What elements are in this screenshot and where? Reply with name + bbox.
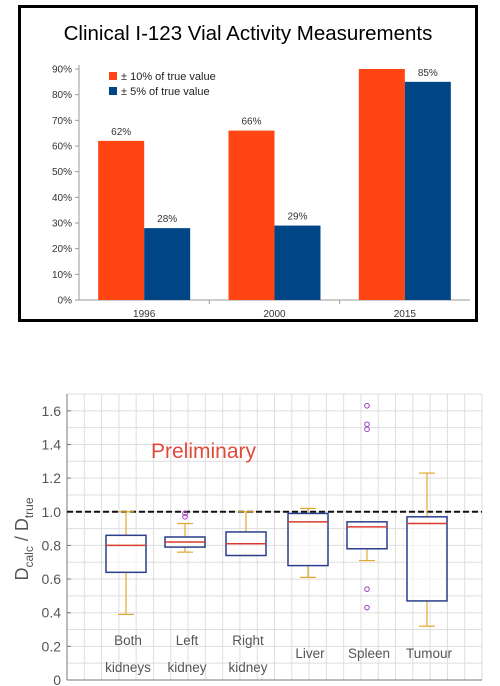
chart2-plot: 0 0.2 0.4 0.6 0.8 1.0 1.2 1.4 1.6 Dcalc / Dtrue Pr… (12, 393, 483, 686)
chart1-frame: Clinical I-123 Vial Activity Measurement… (18, 5, 478, 322)
bar-five-percent-2000 (274, 225, 321, 300)
bar-ten-percent-1996 (98, 140, 145, 300)
y-tick-label: 0% (58, 296, 73, 307)
box-both-kidneys (105, 511, 147, 615)
outlier-point (364, 586, 370, 592)
outlier-point (182, 514, 188, 520)
bar-value-label: 28% (157, 214, 177, 225)
y-tick-label: 10% (52, 270, 72, 281)
y-tick-label: 1.4 (42, 436, 62, 452)
y-tick-label: 1.0 (42, 504, 62, 520)
box-iqr (105, 534, 147, 574)
y-tick-label: 1.6 (42, 403, 62, 419)
y-tick-label: 1.2 (42, 470, 62, 486)
y-tick-label: 30% (52, 219, 72, 230)
category-label-line1: Left (176, 633, 199, 648)
box-left-kidney (164, 510, 206, 553)
bar-value-label: 85% (418, 68, 438, 79)
y-tick-label: 40% (52, 193, 72, 204)
y-axis-label-part: / D (12, 518, 32, 546)
y-tick-label: 20% (52, 244, 72, 255)
box-iqr (346, 521, 388, 550)
y-tick-label: 0 (53, 672, 61, 686)
outlier-point (364, 604, 370, 611)
box-spleen (346, 402, 388, 611)
category-label-line1: Both (114, 633, 142, 648)
y-axis-label-part: calc (22, 546, 36, 567)
y-axis-label-part: D (12, 568, 32, 581)
box-iqr (406, 516, 448, 602)
y-tick-label: 70% (52, 116, 72, 127)
outlier-point (182, 510, 188, 517)
x-category-label: 2000 (263, 309, 286, 320)
category-label-line1: Right (232, 633, 264, 648)
bar-ten-percent-2015 (358, 69, 405, 300)
outlier-point (364, 421, 370, 428)
y-tick-label: 50% (52, 167, 72, 178)
y-tick-label: 0.2 (42, 638, 62, 654)
y-tick-label: 60% (52, 142, 72, 153)
y-axis-label: Dcalc / Dtrue (12, 497, 36, 580)
legend-swatch (109, 72, 117, 80)
outlier-point (364, 402, 370, 409)
bar-value-label: 29% (287, 212, 307, 223)
chart1-plot: 0% 10% 20% 30% 40% 50% 60% 70% 80% 90% 62% 28% 1996 6… (52, 65, 470, 320)
legend-label: ± 10% of true value (121, 71, 216, 83)
y-tick-label: 90% (52, 65, 72, 76)
category-label-line2: kidney (167, 660, 206, 675)
y-axis-label-part: true (22, 497, 36, 518)
x-category-label: 2015 (394, 309, 417, 320)
y-tick-label: 0.6 (42, 571, 62, 587)
y-tick-label: 0.8 (42, 537, 62, 553)
box-tumour (406, 472, 448, 627)
category-label-line1: Spleen (348, 646, 390, 661)
y-tick-label: 0.4 (42, 605, 62, 621)
category-label-line1: Tumour (406, 646, 453, 661)
bar-value-label: 62% (111, 127, 131, 138)
bar-five-percent-1996 (144, 228, 191, 300)
bar-value-label: 66% (241, 117, 261, 128)
category-label-line2: kidney (228, 660, 267, 675)
box-liver (287, 507, 329, 578)
y-tick-label: 80% (52, 90, 72, 101)
chart1-title: Clinical I-123 Vial Activity Measurement… (63, 22, 433, 45)
legend-label: ± 5% of true value (121, 86, 210, 98)
box-right-kidney (225, 511, 267, 557)
category-label-line1: Liver (295, 646, 325, 661)
preliminary-annotation: Preliminary (151, 440, 257, 463)
x-category-label: 1996 (133, 309, 156, 320)
legend-swatch (109, 87, 117, 95)
category-label-line2: kidneys (105, 660, 151, 675)
bar-five-percent-2015 (404, 81, 451, 300)
bar-ten-percent-2000 (228, 130, 275, 300)
